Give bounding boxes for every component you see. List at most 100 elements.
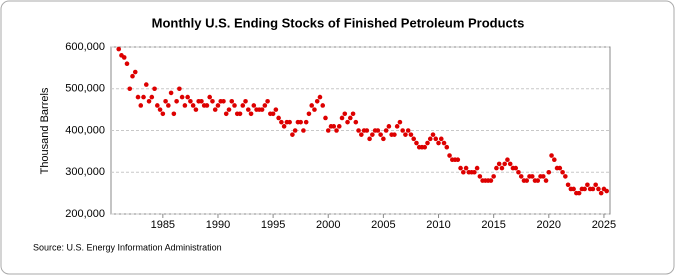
data-point xyxy=(436,140,441,146)
data-point xyxy=(312,107,317,112)
data-point xyxy=(155,103,160,108)
data-point xyxy=(223,111,229,117)
data-point xyxy=(116,46,122,52)
y-tick-label: 200,000 xyxy=(65,208,105,220)
data-point xyxy=(292,128,298,133)
data-point xyxy=(585,182,590,188)
data-point xyxy=(350,111,356,117)
data-point xyxy=(320,103,326,108)
data-point xyxy=(518,174,524,179)
data-point xyxy=(259,107,265,112)
data-point xyxy=(168,90,174,96)
data-point xyxy=(400,128,405,133)
x-tick-label: 2000 xyxy=(316,219,340,231)
data-point xyxy=(582,186,587,192)
data-point xyxy=(403,132,408,137)
data-point xyxy=(248,111,254,117)
x-tick-label: 1985 xyxy=(151,219,175,231)
chart-title: Monthly U.S. Ending Stocks of Finished P… xyxy=(152,15,525,30)
data-point xyxy=(243,98,248,104)
data-point xyxy=(593,182,598,188)
data-point xyxy=(270,111,276,117)
data-point xyxy=(171,111,177,117)
data-point xyxy=(331,124,337,129)
data-point xyxy=(185,94,190,100)
data-point xyxy=(229,98,235,104)
data-point xyxy=(425,140,430,146)
data-point xyxy=(298,119,303,125)
data-point xyxy=(414,140,419,146)
data-point xyxy=(290,132,295,137)
data-point xyxy=(127,86,133,92)
data-point xyxy=(135,94,141,100)
x-tick-label: 2005 xyxy=(371,219,395,231)
data-point xyxy=(540,174,546,179)
data-point xyxy=(160,111,166,117)
data-point xyxy=(590,186,596,192)
data-point xyxy=(138,103,144,108)
data-point xyxy=(157,107,163,112)
data-point xyxy=(132,69,138,75)
data-point xyxy=(309,103,315,108)
data-point xyxy=(488,178,494,183)
data-point xyxy=(386,124,392,129)
data-point xyxy=(565,182,571,188)
data-point xyxy=(535,178,541,183)
data-point xyxy=(124,61,130,66)
data-point xyxy=(463,165,469,171)
data-point xyxy=(513,165,519,171)
data-point xyxy=(433,136,439,142)
data-point xyxy=(359,132,364,137)
data-point xyxy=(273,107,279,112)
data-point xyxy=(411,136,417,142)
data-point xyxy=(477,174,483,179)
data-point xyxy=(455,157,461,163)
data-point xyxy=(188,98,193,104)
data-point xyxy=(212,107,218,112)
data-point xyxy=(221,98,226,104)
data-point xyxy=(563,174,568,179)
data-point xyxy=(356,128,361,133)
data-point xyxy=(347,115,353,121)
data-point xyxy=(430,132,436,137)
data-point xyxy=(604,188,609,194)
data-point xyxy=(199,98,204,104)
data-point xyxy=(182,103,188,108)
source: Source: U.S. Energy Information Administ… xyxy=(33,242,222,252)
data-point xyxy=(166,103,171,108)
y-tick-label: 400,000 xyxy=(65,124,105,136)
data-point xyxy=(422,144,428,150)
data-point xyxy=(130,73,135,79)
data-point xyxy=(301,128,306,133)
data-point xyxy=(441,140,447,146)
data-point xyxy=(491,174,496,179)
data-point xyxy=(143,82,149,87)
data-point xyxy=(505,157,510,163)
data-point xyxy=(370,132,375,137)
data-point xyxy=(237,111,243,117)
data-point xyxy=(226,107,232,112)
data-point xyxy=(472,169,477,175)
data-point xyxy=(494,165,499,171)
data-point xyxy=(571,186,576,192)
data-point xyxy=(507,161,513,167)
data-point xyxy=(560,169,565,175)
data-point xyxy=(207,94,212,100)
data-point xyxy=(438,136,444,142)
data-point xyxy=(375,128,381,133)
x-tick-label: 2015 xyxy=(481,219,505,231)
data-point xyxy=(461,169,466,175)
data-point xyxy=(598,190,604,196)
data-point xyxy=(276,115,281,121)
data-point xyxy=(367,136,372,142)
data-point xyxy=(149,94,155,100)
data-point xyxy=(381,136,386,142)
data-point xyxy=(179,94,185,100)
data-point xyxy=(281,124,287,129)
data-point xyxy=(215,103,221,108)
data-point xyxy=(251,103,257,108)
x-tick-label: 2010 xyxy=(426,219,450,231)
data-point xyxy=(279,119,284,125)
data-point xyxy=(496,161,502,167)
